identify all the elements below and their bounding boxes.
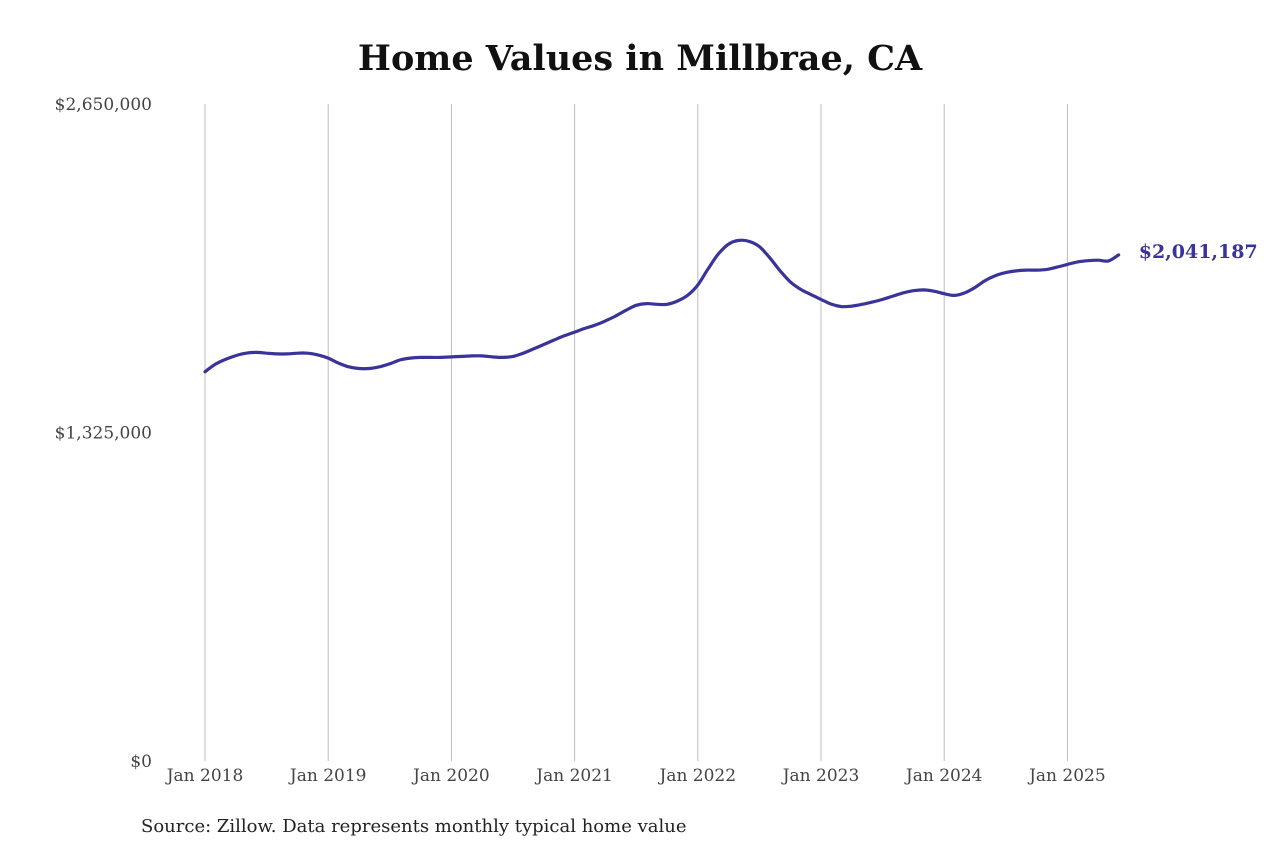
chart-title: Home Values in Millbrae, CA [357,38,923,79]
x-tick-label: Jan 2024 [904,766,983,786]
y-tick-label: $1,325,000 [55,424,152,444]
x-tick-label: Jan 2020 [411,766,490,786]
x-tick-label: Jan 2025 [1027,766,1106,786]
x-tick-label: Jan 2023 [781,766,860,786]
x-tick-label: Jan 2021 [534,766,613,786]
x-tick-label: Jan 2018 [165,766,244,786]
x-axis-ticks: Jan 2018 Jan 2019 Jan 2020 Jan 2021 Jan 2022… [165,766,1106,786]
x-tick-label: Jan 2019 [288,766,367,786]
y-tick-label: $0 [130,752,152,772]
series-line [203,238,1121,374]
x-tick-label: Jan 2022 [658,766,737,786]
source-note: Source: Zillow. Data represents monthly … [141,816,687,837]
y-axis-ticks: $0 $1,325,000 $2,650,000 [55,95,152,772]
end-value-label: $2,041,187 [1139,241,1258,263]
grid-lines [204,104,1068,761]
y-tick-label: $2,650,000 [55,95,152,115]
series: $2,041,187 [203,238,1258,374]
